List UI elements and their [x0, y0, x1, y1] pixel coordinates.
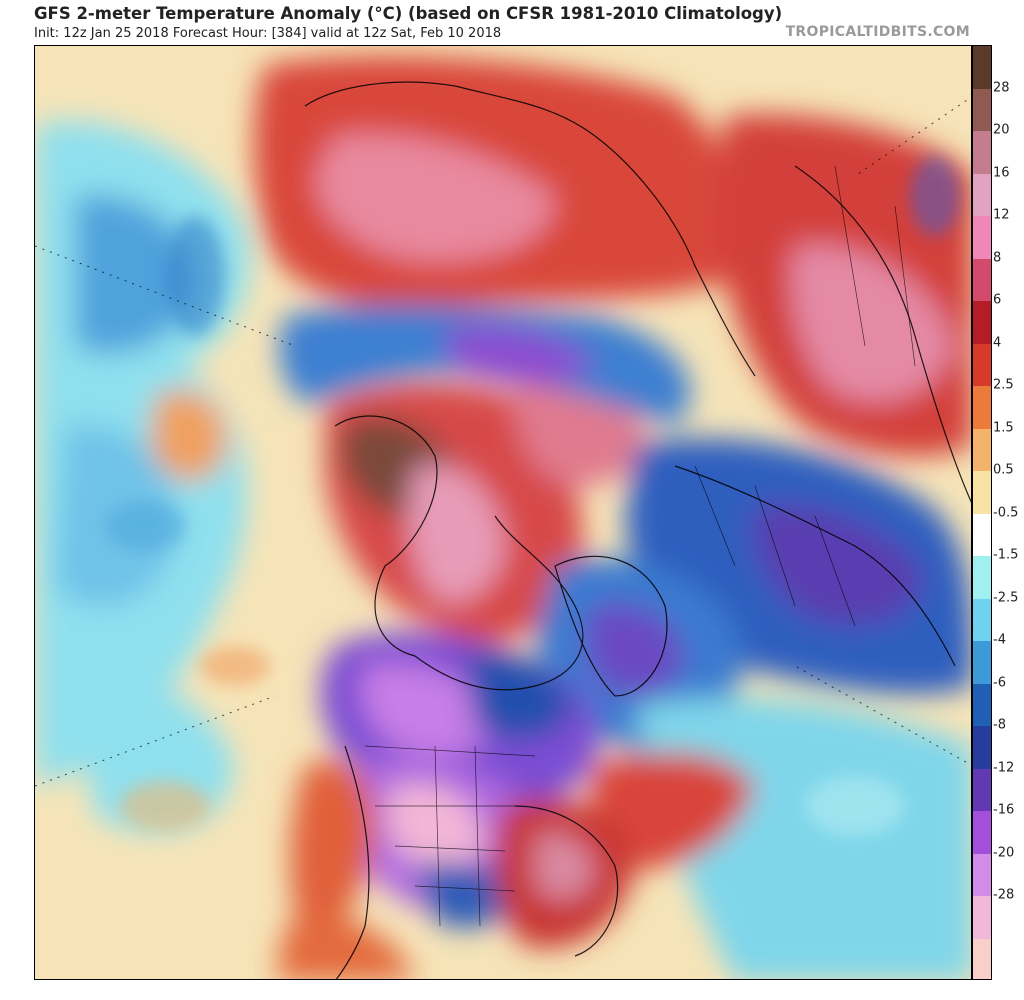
graticule [35, 96, 971, 787]
colorbar-label: 6 [993, 292, 1002, 308]
colorbar-label: 16 [993, 165, 1010, 180]
colorbar-segment [973, 471, 991, 515]
colorbar-segment [973, 896, 991, 940]
region-west-us-warm [290, 759, 375, 946]
region-siberia-hot-core [315, 134, 555, 262]
colorbar [972, 45, 992, 980]
coast-siberia [304, 81, 756, 377]
colorbar-segment [973, 131, 991, 175]
colorbar-segment [973, 768, 991, 812]
colorbar-segment [973, 556, 991, 600]
political-borders [364, 165, 916, 927]
colorbar-label: 2.5 [993, 377, 1014, 393]
colorbar-label: 1.5 [993, 420, 1014, 435]
anomaly-mottling [105, 156, 960, 836]
colorbar-label: -12 [993, 760, 1015, 775]
colorbar-segment [973, 726, 991, 770]
border-us-states-vertical [434, 745, 481, 927]
colorbar-segment [973, 173, 991, 217]
colorbar-label: -16 [993, 802, 1015, 818]
colorbar-label: -1.5 [993, 547, 1019, 563]
colorbar-segment [973, 598, 991, 642]
coast-europe [674, 465, 956, 667]
colorbar-label: -2.5 [993, 590, 1019, 605]
region-plains-pink [386, 784, 485, 870]
colorbar-label: -8 [993, 717, 1006, 733]
init-forecast-info: Init: 12z Jan 25 2018 Forecast Hour: [38… [34, 26, 502, 41]
region-europe-cold-core [752, 504, 925, 626]
colorbar-segment [973, 853, 991, 897]
region-atlantic-warm-streak [591, 752, 755, 868]
region-greenland-purple [584, 603, 685, 696]
colorbar-label: 12 [993, 207, 1010, 223]
colorbar-label: 0.5 [993, 462, 1014, 478]
coast-east-asia [794, 165, 971, 503]
coast-alaska [334, 415, 438, 657]
chart-title: GFS 2-meter Temperature Anomaly (°C) (ba… [34, 4, 783, 23]
border-us-canada [364, 745, 536, 757]
colorbar-segment [973, 513, 991, 557]
colorbar-label: -20 [993, 845, 1015, 860]
site-watermark: TROPICALTIDBITS.COM [785, 24, 970, 40]
region-pacific-warm-patch [150, 389, 227, 482]
colorbar-segment [973, 343, 991, 387]
colorbar-segment [973, 301, 991, 345]
anomaly-map [34, 45, 972, 980]
colorbar-segment [973, 258, 991, 302]
colorbar-label: -28 [993, 887, 1015, 903]
coast-canada-arctic [414, 515, 584, 691]
colorbar-segment [973, 386, 991, 430]
colorbar-label: -0.5 [993, 505, 1019, 520]
graticule-sw [35, 695, 276, 787]
colorbar-segment [973, 938, 991, 979]
colorbar-label: -4 [993, 632, 1006, 648]
map-svg [35, 46, 971, 979]
region-southeast-us-hot [535, 833, 595, 900]
colorbar-label: 20 [993, 122, 1010, 138]
border-europe [694, 465, 856, 627]
coast-greenland [554, 555, 668, 697]
colorbar-segment [973, 811, 991, 855]
colorbar-segment [973, 46, 991, 90]
colorbar-segment [973, 216, 991, 260]
border-asia [834, 165, 916, 367]
region-canada-deep-cold [361, 663, 505, 756]
region-arctic-cold-purple [444, 325, 595, 385]
region-east-asia-hot-core [791, 244, 955, 403]
region-hudson-cold [465, 653, 575, 740]
region-pacific-cool-core [75, 194, 197, 354]
colorbar-label: -6 [993, 675, 1006, 690]
colorbar-label: 28 [993, 80, 1010, 95]
border-us-states [375, 805, 516, 892]
colorbar-segment [973, 683, 991, 727]
colorbar-segment [973, 428, 991, 472]
coast-us-west [335, 745, 370, 979]
colorbar-segment [973, 88, 991, 132]
coastlines [304, 81, 971, 979]
colorbar-label: 4 [993, 335, 1002, 350]
colorbar-label: 8 [993, 250, 1002, 265]
colorbar-segment [973, 641, 991, 685]
region-mexico-warm [275, 918, 415, 979]
coast-us-east [514, 805, 619, 957]
graticule-nw [35, 245, 296, 347]
